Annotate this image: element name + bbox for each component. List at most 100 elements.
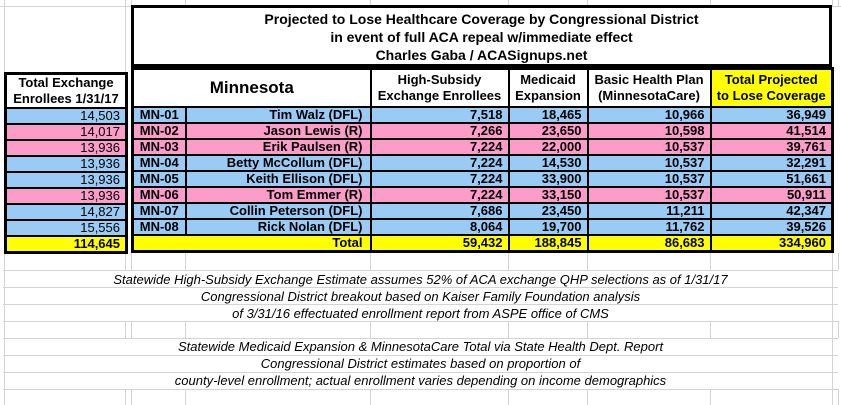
gridline [587, 321, 588, 338]
footnote-line[interactable]: Statewide High-Subsidy Exchange Estimate… [113, 272, 728, 287]
total-medicaid-expansion-cell[interactable]: 188,845 [507, 233, 589, 252]
footnote-line[interactable]: Statewide Medicaid Expansion & Minnesota… [177, 339, 664, 354]
basic-health-plan-cell[interactable]: 10,537 [586, 169, 712, 188]
footnote-line[interactable]: Congressional District breakout based on… [200, 289, 641, 304]
left-total-cell[interactable]: 114,645 [4, 235, 128, 254]
total-exchange-value-cell[interactable]: 14,827 [4, 203, 128, 221]
total-exchange-value-cell[interactable]: 13,936 [4, 155, 128, 173]
gridline [185, 253, 186, 270]
exchange-enrollees-cell[interactable]: 7,224 [369, 137, 510, 156]
total-coverage-cell[interactable]: 41,514 [709, 121, 834, 140]
medicaid-expansion-cell[interactable]: 19,700 [507, 217, 589, 236]
district-row: MN-04 Betty McCollum (DFL) 7,224 14,530 10,5… [131, 153, 834, 172]
district-row: MN-03 Erik Paulsen (R) 7,224 22,000 10,537 39… [131, 137, 834, 156]
header-total-projected[interactable]: Total Projected to Lose Coverage [709, 67, 834, 108]
representative-cell[interactable]: Erik Paulsen (R) [184, 137, 372, 156]
total-label-cell[interactable]: Total [131, 233, 372, 252]
exchange-enrollees-cell[interactable]: 7,224 [369, 185, 510, 204]
district-cell[interactable]: MN-04 [131, 153, 187, 172]
district-cell[interactable]: MN-02 [131, 121, 187, 140]
gridline [131, 253, 132, 270]
total-exchange-value-cell[interactable]: 14,017 [4, 123, 128, 141]
medicaid-expansion-cell[interactable]: 18,465 [507, 105, 589, 124]
representative-cell[interactable]: Tom Emmer (R) [184, 185, 372, 204]
total-basic-health-plan-cell[interactable]: 86,683 [586, 233, 712, 252]
medicaid-expansion-cell[interactable]: 23,450 [507, 201, 589, 220]
total-coverage-cell[interactable]: 36,949 [709, 105, 834, 124]
basic-health-plan-cell[interactable]: 10,598 [586, 121, 712, 140]
total-coverage-cell[interactable]: 51,661 [709, 169, 834, 188]
district-cell[interactable]: MN-03 [131, 137, 187, 156]
gridline [125, 389, 126, 405]
district-cell[interactable]: MN-08 [131, 217, 187, 236]
basic-health-plan-cell[interactable]: 10,537 [586, 185, 712, 204]
gridline [0, 6, 131, 7]
representative-cell[interactable]: Jason Lewis (R) [184, 121, 372, 140]
district-row: MN-06 Tom Emmer (R) 7,224 33,150 10,537 50,91… [131, 185, 834, 204]
footnote-line[interactable]: of 3/31/16 effectuated enrollment report… [232, 306, 609, 321]
total-coverage-cell[interactable]: 39,526 [709, 217, 834, 236]
medicaid-expansion-cell[interactable]: 22,000 [507, 137, 589, 156]
title-box[interactable]: Projected to Lose Healthcare Coverage by… [131, 5, 832, 67]
exchange-enrollees-cell[interactable]: 7,518 [369, 105, 510, 124]
gridline [185, 389, 186, 405]
exchange-enrollees-cell[interactable]: 7,266 [369, 121, 510, 140]
state-header-cell[interactable]: Minnesota [131, 67, 372, 108]
total-exchange-enrollees-table: Total Exchange Enrollees 1/31/17 14,503 1… [4, 72, 128, 254]
medicaid-expansion-cell[interactable]: 33,900 [507, 169, 589, 188]
gridline [185, 0, 186, 6]
gridline [4, 6, 5, 72]
gridline [832, 253, 833, 405]
basic-health-plan-cell[interactable]: 11,762 [586, 217, 712, 236]
total-exchange-value-cell[interactable]: 13,936 [4, 139, 128, 157]
basic-health-plan-cell[interactable]: 10,537 [586, 137, 712, 156]
gridline [3, 372, 838, 373]
medicaid-expansion-cell[interactable]: 14,530 [507, 153, 589, 172]
gridline [508, 253, 509, 270]
representative-cell[interactable]: Rick Nolan (DFL) [184, 217, 372, 236]
district-row: MN-05 Keith Ellison (DFL) 7,224 33,900 10,53… [131, 169, 834, 188]
grand-total-cell[interactable]: 334,960 [709, 233, 834, 252]
representative-cell[interactable]: Keith Ellison (DFL) [184, 169, 372, 188]
basic-health-plan-cell[interactable]: 10,966 [586, 105, 712, 124]
header-exchange-enrollees[interactable]: High-Subsidy Exchange Enrollees [369, 67, 510, 108]
gridline [370, 253, 371, 270]
district-cell[interactable]: MN-06 [131, 185, 187, 204]
total-coverage-cell[interactable]: 32,291 [709, 153, 834, 172]
total-exchange-value-cell[interactable]: 15,556 [4, 219, 128, 237]
basic-health-plan-cell[interactable]: 11,211 [586, 201, 712, 220]
total-exchange-value-cell[interactable]: 14,503 [4, 107, 128, 125]
total-coverage-cell[interactable]: 42,347 [709, 201, 834, 220]
total-exchange-value-cell[interactable]: 13,936 [4, 171, 128, 189]
medicaid-expansion-cell[interactable]: 23,650 [507, 121, 589, 140]
total-coverage-cell[interactable]: 39,761 [709, 137, 834, 156]
exchange-enrollees-row: 13,936 [4, 171, 128, 189]
exchange-enrollees-cell[interactable]: 7,224 [369, 169, 510, 188]
total-coverage-cell[interactable]: 50,911 [709, 185, 834, 204]
representative-cell[interactable]: Collin Peterson (DFL) [184, 201, 372, 220]
representative-cell[interactable]: Betty McCollum (DFL) [184, 153, 372, 172]
exchange-enrollees-cell[interactable]: 7,686 [369, 201, 510, 220]
header-line: Medicaid [520, 71, 576, 87]
footnote-line[interactable]: Congressional District estimates based o… [260, 356, 581, 371]
gridline [3, 304, 838, 305]
representative-cell[interactable]: Tim Walz (DFL) [184, 105, 372, 124]
header-basic-health-plan[interactable]: Basic Health Plan (MinnesotaCare) [586, 67, 712, 108]
district-cell[interactable]: MN-07 [131, 201, 187, 220]
total-exchange-value-cell[interactable]: 13,936 [4, 187, 128, 205]
header-line: High-Subsidy [397, 71, 482, 87]
gridline [508, 321, 509, 338]
footnote-line[interactable]: county-level enrollment; actual enrollme… [174, 373, 667, 388]
left-table-header-cell[interactable]: Total Exchange Enrollees 1/31/17 [4, 72, 128, 109]
gridline [832, 0, 833, 6]
basic-health-plan-cell[interactable]: 10,537 [586, 153, 712, 172]
medicaid-expansion-cell[interactable]: 33,150 [507, 185, 589, 204]
header-medicaid-expansion[interactable]: Medicaid Expansion [507, 67, 589, 108]
exchange-enrollees-cell[interactable]: 7,224 [369, 153, 510, 172]
header-line: to Lose Coverage [716, 87, 826, 103]
district-cell[interactable]: MN-05 [131, 169, 187, 188]
district-cell[interactable]: MN-01 [131, 105, 187, 124]
header-line: Basic Health Plan [594, 71, 704, 87]
exchange-enrollees-cell[interactable]: 8,064 [369, 217, 510, 236]
total-exchange-enrollees-cell[interactable]: 59,432 [369, 233, 510, 252]
